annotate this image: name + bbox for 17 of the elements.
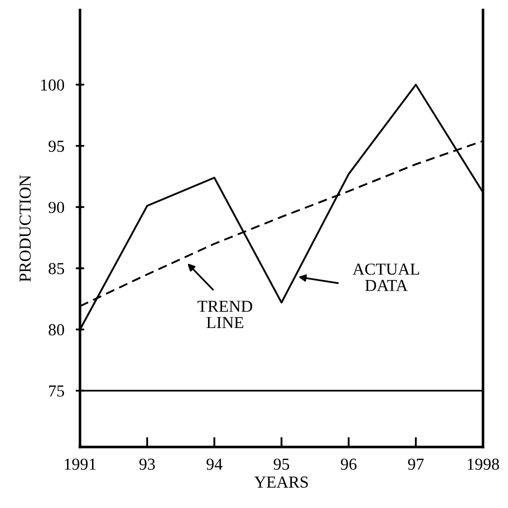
y-tick-label: 85 [48, 262, 64, 274]
y-tick-label: 95 [48, 140, 64, 152]
y-tick-label: 80 [48, 324, 64, 336]
x-tick-label: 94 [206, 458, 222, 470]
annotation: TREND LINE [198, 300, 252, 328]
x-tick-label: 1991 [64, 458, 96, 470]
x-tick-label: 97 [408, 458, 424, 470]
y-tick-label: 75 [49, 386, 64, 397]
y-tick-label: 90 [48, 202, 64, 214]
x-tick-label: 95 [274, 458, 290, 470]
x-tick-label: 1998 [468, 458, 500, 470]
x-axis-title: YEARS [254, 476, 308, 488]
y-axis-title: PRODUCTION [20, 175, 31, 282]
y-tick-label: 100 [41, 79, 64, 91]
annotation: ACTUAL DATA [352, 264, 420, 291]
x-tick-label: 96 [340, 458, 357, 470]
x-tick-label: 93 [139, 458, 155, 470]
